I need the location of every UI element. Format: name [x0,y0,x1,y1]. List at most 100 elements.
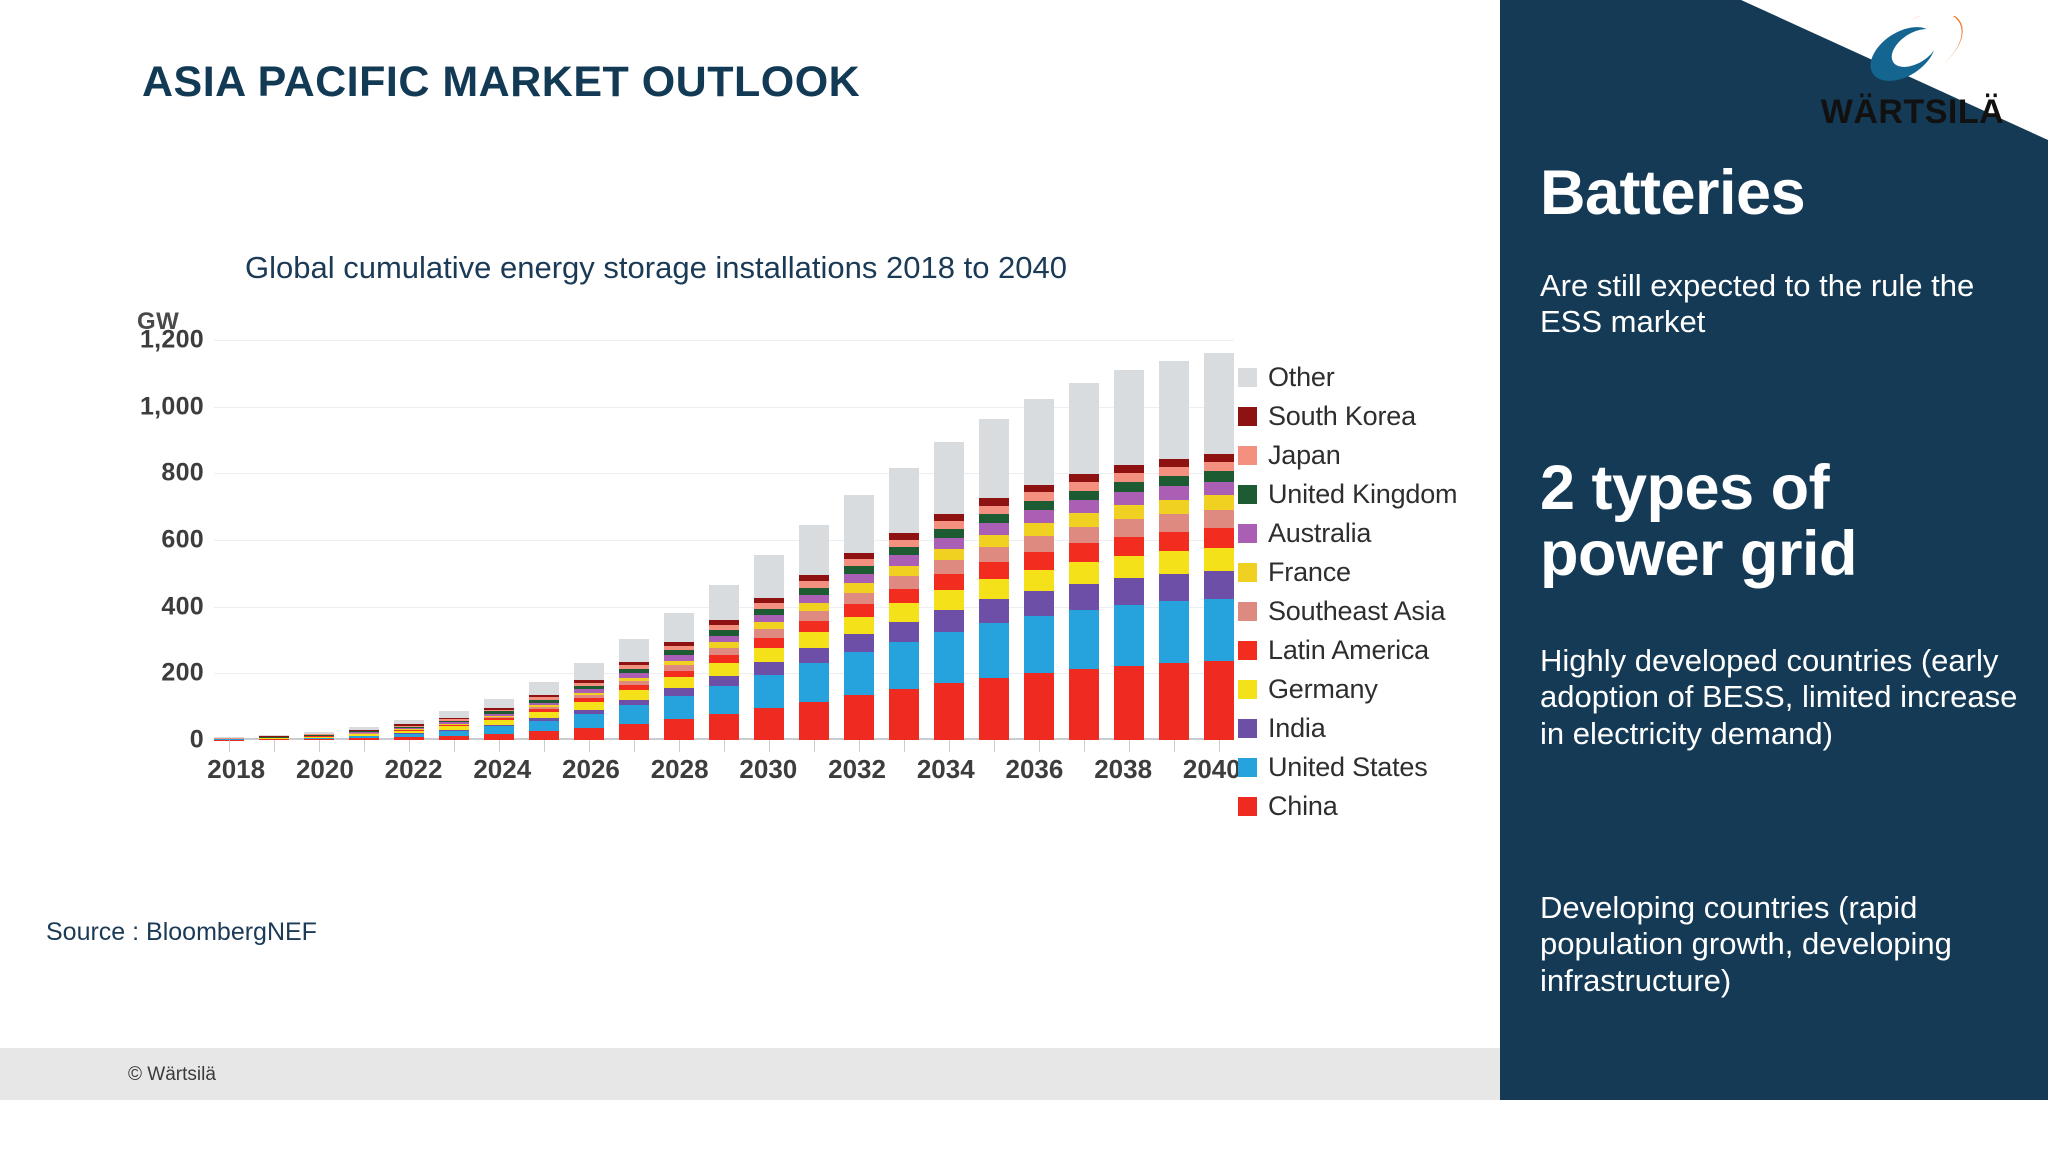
bar-segment [799,620,829,633]
bar-segment [1069,526,1099,544]
bar-segment [574,662,604,680]
x-axis-tick-mark [679,740,680,752]
legend-item[interactable]: Australia [1238,514,1488,553]
bar-segment [754,597,784,604]
bar-segment [754,615,784,623]
legend-item[interactable]: Southeast Asia [1238,592,1488,631]
bar-segment [1024,551,1054,570]
bar-segment [979,514,1009,524]
bar-segment [1114,482,1144,493]
legend-label: Other [1268,362,1335,392]
legend-color-swatch [1238,719,1257,738]
bar-segment [754,555,784,598]
bar-segment [1204,528,1234,549]
bar-segment [889,588,919,604]
bar-segment [1204,495,1234,511]
legend-item[interactable]: United Kingdom [1238,475,1488,514]
bar-segment [1114,473,1144,483]
bar-segment [844,566,874,575]
bar-segment [349,736,379,739]
bar-segment [394,720,424,725]
bar-segment [1024,399,1054,485]
bar-segment [1024,492,1054,502]
bar-segment [664,660,694,666]
bar-2032 [844,495,874,752]
bar-segment [934,590,964,610]
legend-item[interactable]: United States [1238,748,1488,787]
plot-area [214,340,1234,752]
legend-item[interactable]: France [1238,553,1488,592]
bar-segment [484,707,514,710]
legend-label: Latin America [1268,635,1429,665]
legend-color-swatch [1238,602,1257,621]
bar-segment [754,622,784,630]
bar-segment [574,682,604,686]
y-axis-tick: 400 [161,592,204,621]
bar-segment [619,705,649,724]
bar-segment [1114,370,1144,466]
bar-segment [619,681,649,686]
y-axis-tick: 0 [189,725,204,754]
bar-2026 [574,662,604,752]
bar-segment [619,669,649,674]
bar-segment [889,603,919,622]
bar-segment [1024,616,1054,674]
bar-segment [1204,462,1234,472]
legend-item[interactable]: India [1238,709,1488,748]
panel-body-developed: Highly developed countries (early adopti… [1540,643,2018,751]
bar-segment [1024,569,1054,591]
bar-segment [1069,474,1099,482]
bar-segment [349,730,379,732]
bar-2040 [1204,353,1234,752]
legend-item[interactable]: South Korea [1238,397,1488,436]
legend-label: Southeast Asia [1268,596,1446,626]
bar-segment [619,685,649,691]
bar-segment [529,694,559,698]
bar-segment [664,696,694,720]
legend-color-swatch [1238,680,1257,699]
bar-segment [439,722,469,724]
bar-2029 [709,585,739,752]
bar-segment [979,547,1009,563]
bar-segment [934,574,964,591]
x-axis-tick-2034: 2034 [916,754,975,784]
panel-body-developing: Developing countries (rapid population g… [1540,890,1952,998]
bar-segment [574,692,604,696]
bar-segment [709,648,739,655]
legend-item[interactable]: Latin America [1238,631,1488,670]
bar-segment [664,655,694,661]
bar-segment [1069,562,1099,584]
bar-segment [529,731,559,740]
bar-segment [844,695,874,740]
bar-segment [394,728,424,730]
bar-segment [1024,522,1054,536]
bar-segment [1114,536,1144,556]
bar-segment [799,663,829,702]
legend-item[interactable]: Japan [1238,436,1488,475]
bar-segment [664,646,694,651]
bar-segment [1204,598,1234,662]
legend-item[interactable]: Other [1238,358,1488,397]
bar-segment [439,726,469,730]
bar-segment [844,495,874,554]
x-axis-tick-mark [364,740,365,752]
panel-body-batteries: Are still expected to the rule the ESS m… [1540,268,1975,340]
page-title: ASIA PACIFIC MARKET OUTLOOK [142,58,861,106]
bar-segment [1024,590,1054,617]
legend-item[interactable]: Germany [1238,670,1488,709]
bar-segment [979,523,1009,535]
bar-segment [754,662,784,675]
bar-segment [259,736,289,738]
bar-segment [304,732,334,734]
bar-segment [799,611,829,621]
legend-item[interactable]: China [1238,787,1488,826]
bar-segment [1114,492,1144,506]
bar-segment [574,698,604,703]
chart-title: Global cumulative energy storage install… [245,250,1068,285]
bar-segment [529,707,559,710]
bar-segment [664,688,694,697]
wartsila-wordmark: WÄRTSILÄ [1820,93,2005,131]
x-axis-tick-mark [1129,740,1130,752]
bar-segment [709,642,739,649]
